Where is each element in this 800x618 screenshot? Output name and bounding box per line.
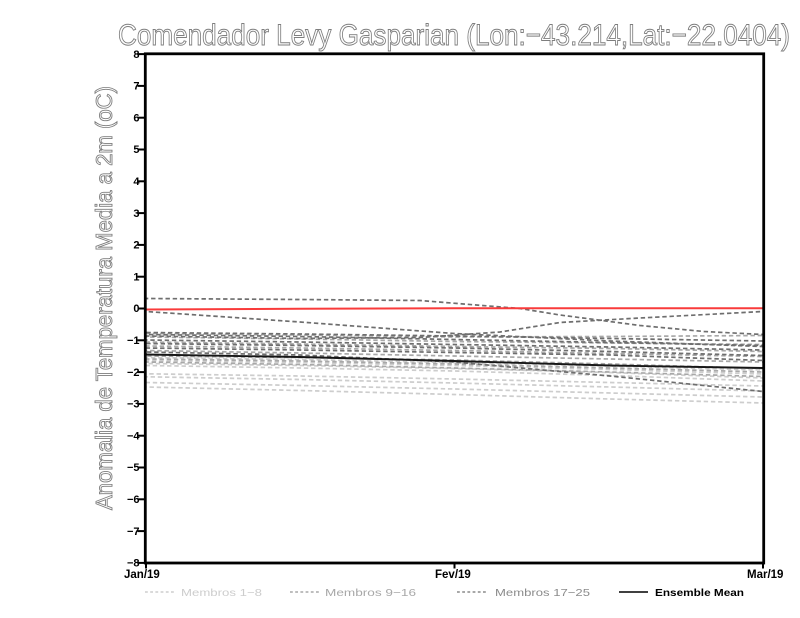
svg-text:0: 0 — [133, 303, 139, 315]
svg-text:Membros 17−25: Membros 17−25 — [495, 587, 590, 599]
svg-text:2: 2 — [133, 240, 139, 252]
svg-text:Membros 9−16: Membros 9−16 — [325, 587, 416, 599]
svg-text:Jan/19: Jan/19 — [124, 569, 160, 581]
svg-text:−3: −3 — [127, 399, 140, 411]
svg-text:−5: −5 — [127, 462, 140, 474]
svg-text:5: 5 — [133, 144, 139, 156]
svg-text:−8: −8 — [127, 558, 140, 570]
svg-text:1: 1 — [133, 271, 139, 283]
svg-text:Membros 1−8: Membros 1−8 — [181, 587, 262, 599]
svg-text:3: 3 — [133, 208, 139, 220]
svg-text:6: 6 — [133, 112, 139, 124]
svg-text:Mar/19: Mar/19 — [747, 569, 783, 581]
svg-text:−1: −1 — [127, 335, 140, 347]
svg-text:4: 4 — [133, 176, 140, 188]
svg-text:Fev/19: Fev/19 — [435, 569, 471, 581]
svg-text:−7: −7 — [127, 526, 140, 538]
svg-text:−4: −4 — [127, 430, 140, 442]
svg-text:8: 8 — [133, 49, 139, 61]
svg-text:Ensemble Mean: Ensemble Mean — [655, 587, 744, 599]
svg-text:7: 7 — [133, 81, 139, 93]
svg-text:−2: −2 — [127, 367, 140, 379]
svg-text:Comendador Levy Gasparian (Lon: Comendador Levy Gasparian (Lon:−43.214,L… — [118, 19, 790, 52]
svg-text:−6: −6 — [127, 494, 140, 506]
svg-text:Anomalia de Temperatura Media: Anomalia de Temperatura Media a 2m (oC) — [91, 86, 117, 510]
